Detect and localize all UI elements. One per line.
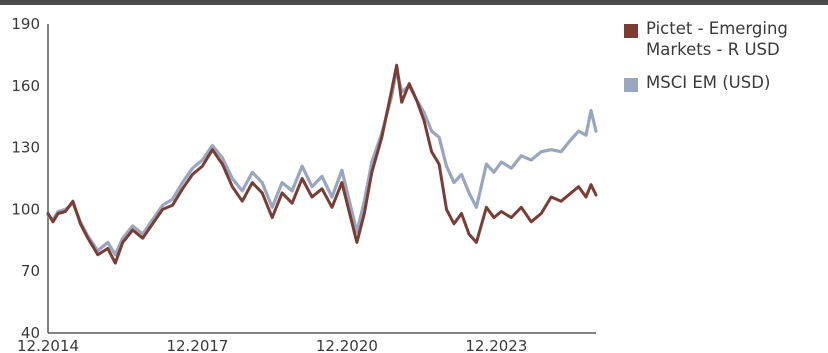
y-tick-label: 40 (21, 324, 40, 342)
top-rule (0, 0, 828, 5)
x-tick-label: 12.2020 (316, 337, 378, 353)
legend-item-pictet: Pictet - Emerging Markets - R USD (624, 18, 828, 60)
legend-label-msci: MSCI EM (USD) (646, 73, 771, 92)
x-tick-labels: 12.2014 12.2017 12.2020 12.2023 (17, 337, 527, 353)
y-tick-label: 190 (11, 15, 40, 33)
x-tick-label: 12.2017 (166, 337, 228, 353)
y-tick-labels: 190 160 130 100 70 40 (11, 15, 40, 342)
series-line-msci (46, 67, 598, 257)
y-tick-label: 70 (21, 262, 40, 280)
chart-axes (47, 24, 596, 334)
x-tick-label: 12.2014 (17, 337, 79, 353)
legend-label-pictet: Pictet - Emerging Markets - R USD (646, 19, 788, 59)
chart-series (46, 63, 598, 265)
legend-item-msci: MSCI EM (USD) (624, 72, 828, 93)
series-line-pictet (46, 63, 598, 265)
y-tick-label: 160 (11, 77, 40, 95)
legend-swatch-pictet (624, 24, 638, 38)
x-tick-label: 12.2023 (465, 337, 527, 353)
y-tick-label: 130 (11, 139, 40, 157)
legend: Pictet - Emerging Markets - R USD MSCI E… (624, 18, 828, 105)
legend-swatch-msci (624, 78, 638, 92)
y-tick-label: 100 (11, 200, 40, 218)
